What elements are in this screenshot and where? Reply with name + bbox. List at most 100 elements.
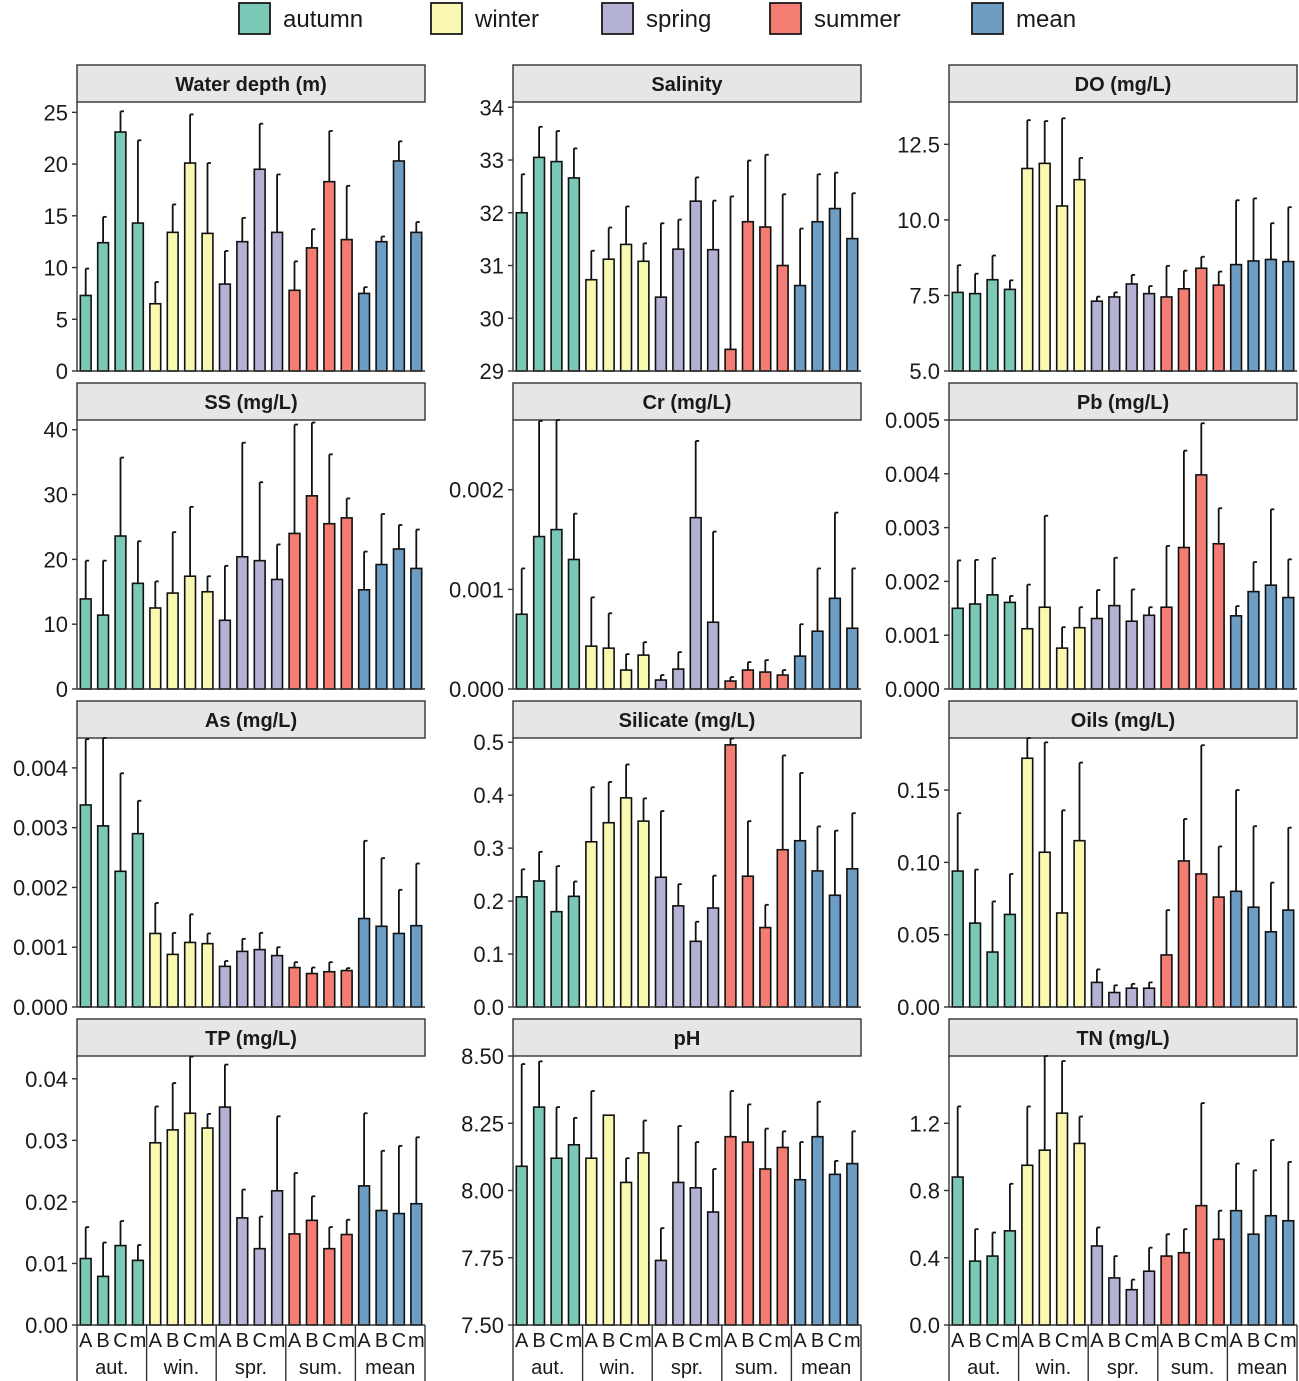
- bar: [585, 1157, 598, 1326]
- bar: [1090, 1245, 1104, 1326]
- bar: [689, 1187, 702, 1326]
- bar: [532, 880, 546, 1008]
- bar: [340, 1233, 353, 1326]
- bar: [637, 654, 650, 690]
- bar: [1212, 1238, 1225, 1326]
- bar: [567, 895, 581, 1008]
- y-tick-label: 10: [44, 612, 68, 637]
- panel-water-depth-m: Water depth (m) 0 5 10 15 20 25: [44, 64, 426, 384]
- bar: [619, 669, 633, 690]
- bar: [951, 291, 964, 372]
- bar: [585, 840, 598, 1008]
- y-tick-label: 0.000: [885, 677, 940, 702]
- bar: [131, 1259, 145, 1326]
- x-tick-label: B: [166, 1330, 179, 1352]
- bar: [1055, 205, 1069, 372]
- bar: [550, 910, 563, 1008]
- x-tick-label: A: [357, 1330, 371, 1352]
- bar: [131, 832, 145, 1008]
- x-group-label: aut.: [531, 1357, 564, 1379]
- legend-swatch: [430, 2, 463, 35]
- bar: [1177, 287, 1191, 372]
- panel-salinity: Salinity 29 30 31 32 33 34: [480, 64, 862, 384]
- bar: [288, 532, 301, 690]
- legend-swatch: [601, 2, 634, 35]
- x-tick-label: C: [1194, 1330, 1208, 1352]
- bar: [1229, 263, 1243, 372]
- x-group-label: aut.: [967, 1357, 1000, 1379]
- bar: [1021, 757, 1034, 1008]
- bar: [410, 1202, 423, 1326]
- x-tick-label: m: [1141, 1330, 1158, 1352]
- y-tick-label: 30: [44, 483, 68, 508]
- panel-strip: [512, 382, 862, 421]
- bar: [270, 231, 284, 372]
- x-tick-label: A: [288, 1330, 302, 1352]
- bar: [1264, 1214, 1278, 1326]
- bar: [1212, 896, 1225, 1008]
- bar: [1090, 617, 1104, 690]
- bar: [79, 294, 92, 372]
- panel-as-mg-l: As (mg/L) 0.000 0.001 0.002 0.003 0.004: [13, 700, 426, 1020]
- x-group-label: mean: [1237, 1357, 1287, 1379]
- bar: [1021, 627, 1034, 690]
- y-tick-label: 40: [44, 418, 68, 443]
- x-group-label: sum.: [735, 1357, 778, 1379]
- x-tick-label: B: [968, 1330, 981, 1352]
- bar: [672, 248, 685, 372]
- bar: [968, 1260, 982, 1326]
- bar: [828, 894, 842, 1008]
- bar: [218, 283, 232, 372]
- panel-strip: [948, 1018, 1298, 1057]
- legend-label: spring: [646, 6, 711, 33]
- bar: [1229, 890, 1243, 1008]
- bar: [96, 825, 110, 1008]
- bar: [968, 603, 982, 690]
- x-tick-label: C: [828, 1330, 842, 1352]
- x-tick-label: C: [113, 1330, 127, 1352]
- legend-item-mean: mean: [971, 2, 1076, 35]
- bar: [654, 679, 668, 690]
- bar: [183, 162, 197, 372]
- y-tick-label: 10.0: [897, 208, 940, 233]
- y-tick-label: 20: [44, 547, 68, 572]
- bar: [392, 932, 406, 1008]
- bar: [166, 231, 179, 372]
- y-tick-label: 5.0: [909, 359, 940, 384]
- bar: [1177, 860, 1191, 1008]
- panel-strip: [512, 1018, 862, 1057]
- bar: [654, 296, 668, 372]
- y-tick-label: 0.002: [885, 569, 940, 594]
- bar: [811, 1135, 824, 1326]
- bar: [218, 965, 232, 1008]
- x-tick-label: m: [1280, 1330, 1297, 1352]
- y-tick-label: 25: [44, 100, 68, 125]
- bar: [846, 867, 859, 1008]
- bar: [166, 1129, 179, 1326]
- bar: [986, 951, 999, 1008]
- bar: [1108, 1277, 1121, 1326]
- bar: [1038, 162, 1051, 372]
- bar: [410, 567, 423, 690]
- panel-title: Silicate (mg/L): [619, 710, 756, 732]
- bar: [1003, 601, 1017, 690]
- panel-tn-mg-l: TN (mg/L) 0.0 0.4 0.8 1.2: [909, 1018, 1298, 1338]
- bar: [288, 289, 301, 372]
- x-group-label: sum.: [1171, 1357, 1214, 1379]
- y-tick-label: 0.004: [885, 462, 940, 487]
- y-tick-label: 8.25: [461, 1111, 504, 1136]
- y-tick-label: 0.003: [885, 516, 940, 541]
- bar: [166, 953, 179, 1008]
- bar: [811, 630, 824, 690]
- x-tick-label: m: [338, 1330, 355, 1352]
- bar: [1055, 912, 1069, 1008]
- bar: [1177, 1251, 1191, 1326]
- x-tick-label: m: [774, 1330, 791, 1352]
- legend-item-summer: summer: [769, 2, 901, 35]
- y-tick-label: 0.0: [909, 1313, 940, 1338]
- bar: [149, 607, 162, 690]
- bar: [672, 905, 685, 1008]
- bar: [1247, 590, 1260, 690]
- x-tick-label: A: [1090, 1330, 1104, 1352]
